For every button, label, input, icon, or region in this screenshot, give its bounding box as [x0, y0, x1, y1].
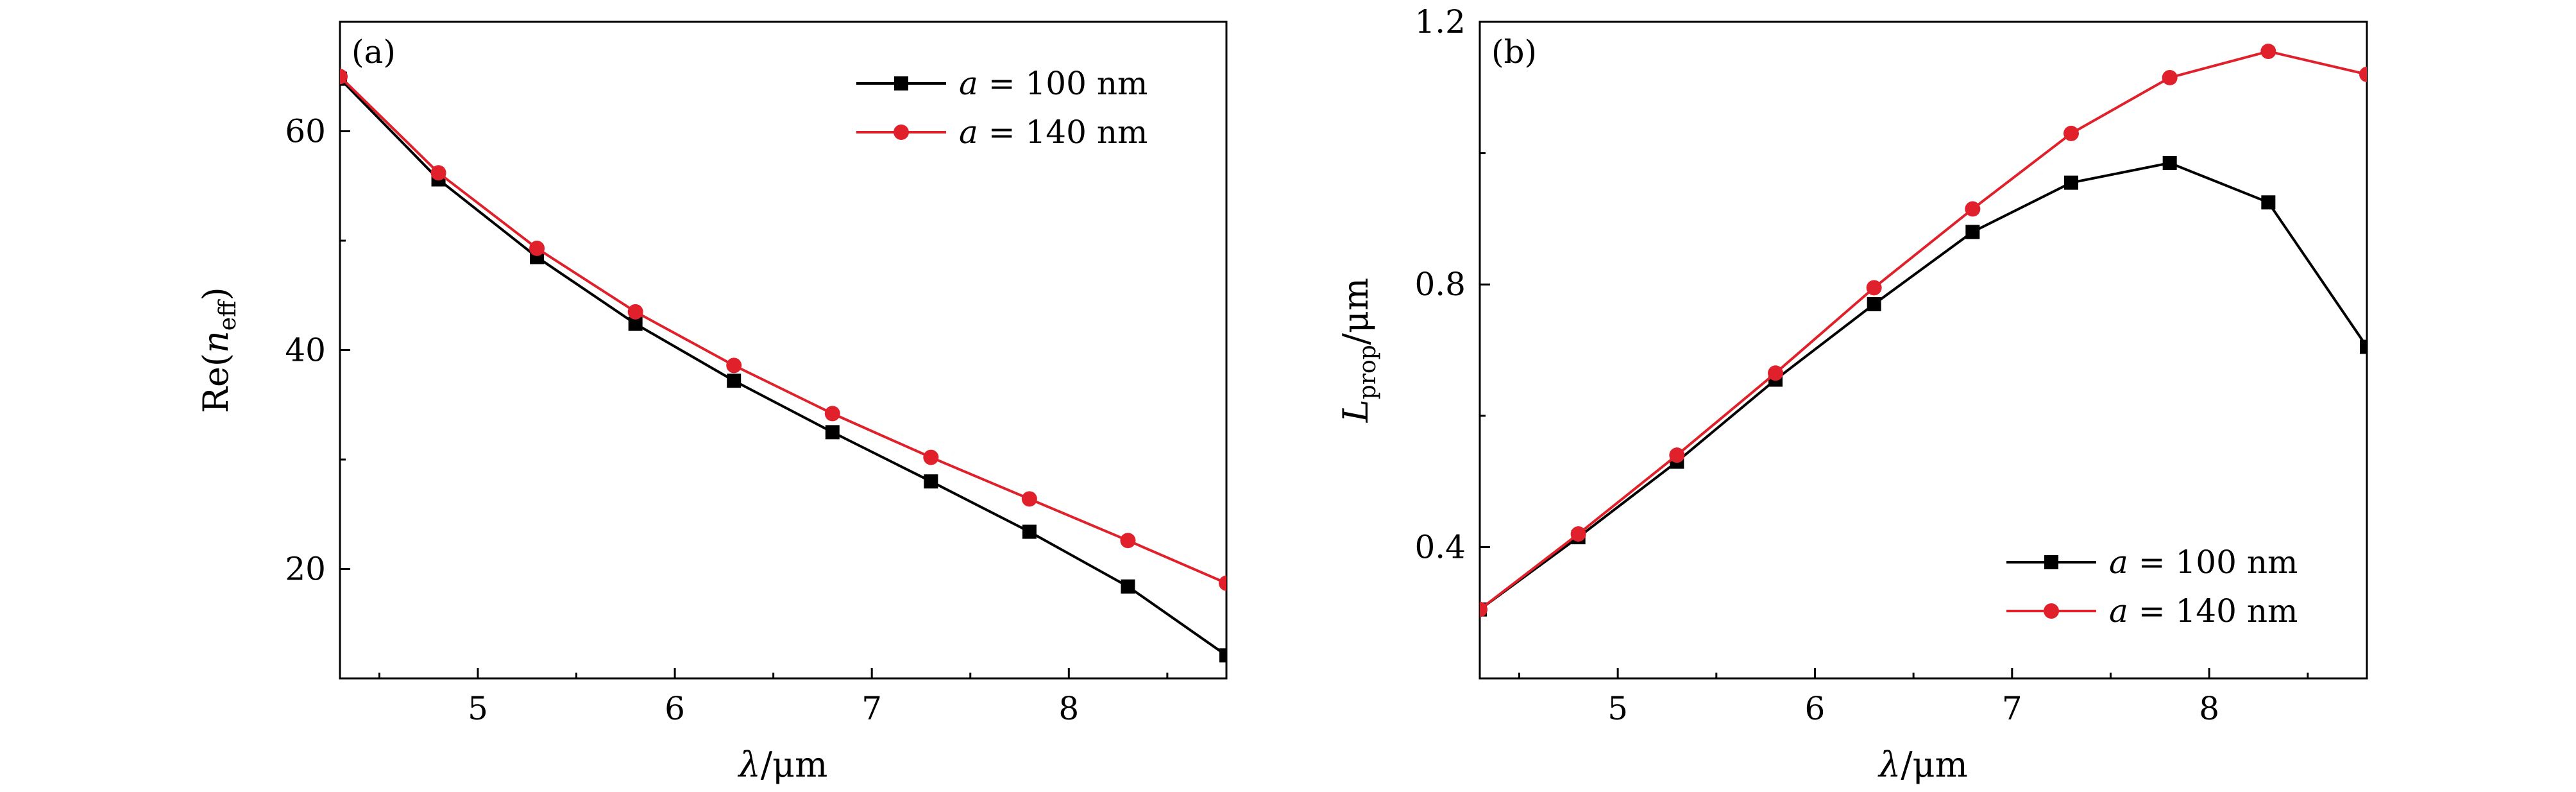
data-point-a100 [1121, 579, 1135, 594]
data-point-a140 [2260, 44, 2276, 60]
legend-label: a = 140 nm [959, 114, 1148, 151]
legend-variable: a [959, 65, 978, 102]
y-tick-label: 0.4 [1414, 528, 1466, 565]
x-axis-title: λ/μm [738, 745, 828, 785]
data-point-a140 [1965, 201, 1981, 217]
x-label-variable: λ [1877, 745, 1901, 785]
data-point-a140 [529, 240, 545, 256]
label-variable: n [196, 331, 236, 353]
series-line-a140 [1480, 49, 2367, 611]
data-point-a140 [1768, 365, 1783, 381]
x-tick-label: 8 [2199, 690, 2219, 727]
data-point-a100 [825, 425, 840, 440]
x-label-unit: /μm [761, 745, 828, 785]
data-point-a100 [1867, 297, 1881, 311]
data-point-a140 [2063, 125, 2079, 141]
series-layer [340, 69, 1226, 663]
y-tick-label: 60 [285, 113, 326, 150]
y-axis-title: Re(neff) [196, 287, 241, 413]
data-point-a140 [2162, 69, 2178, 85]
label-part: /μm [1335, 278, 1376, 345]
panel-label: (b) [1491, 33, 1537, 71]
legend-rest: = 100 nm [978, 65, 1148, 102]
data-point-a100 [628, 316, 643, 331]
data-point-a100 [1022, 524, 1037, 539]
data-point-a140 [2359, 66, 2367, 82]
legend-variable: a [2109, 544, 2128, 581]
legend-label: a = 100 nm [2109, 544, 2298, 581]
legend-label: a = 140 nm [2109, 592, 2298, 630]
x-tick-label: 5 [468, 690, 488, 727]
data-point-a100 [924, 474, 938, 489]
legend-label: a = 100 nm [959, 65, 1148, 102]
data-point-a100 [2360, 340, 2367, 354]
legend-marker [894, 125, 909, 140]
series-line-a140 [340, 75, 1226, 585]
label-part: ) [196, 287, 236, 300]
y-tick-label: 20 [285, 551, 326, 588]
data-point-a140 [340, 69, 348, 85]
data-point-a100 [1965, 225, 1980, 239]
data-point-a140 [1219, 575, 1226, 591]
x-tick-label: 5 [1607, 690, 1628, 727]
series-line-a100 [1480, 161, 2367, 611]
x-label-variable: λ [738, 745, 761, 785]
series-layer [1480, 44, 2367, 617]
legend-variable: a [959, 114, 978, 151]
panel-label: (a) [352, 33, 396, 71]
label-part: Re( [196, 353, 236, 413]
data-point-a140 [1866, 280, 1882, 296]
legend-rest: = 100 nm [2128, 544, 2298, 581]
x-tick-label: 6 [665, 690, 685, 727]
data-point-a100 [1219, 648, 1226, 663]
data-point-a100 [2261, 195, 2276, 210]
data-point-a100 [2064, 175, 2078, 190]
data-point-a100 [727, 374, 741, 388]
series-line-a100 [340, 78, 1226, 657]
data-point-a140 [923, 449, 939, 465]
data-point-a140 [1021, 491, 1037, 507]
x-tick-label: 7 [2002, 690, 2022, 727]
data-point-a140 [1480, 601, 1487, 617]
legend-marker [894, 76, 908, 90]
label-subscript: prop [1355, 345, 1381, 399]
data-point-a140 [824, 406, 840, 422]
data-point-a100 [2162, 155, 2177, 170]
y-axis-title: Lprop/μm [1335, 278, 1381, 423]
legend-rest: = 140 nm [2128, 592, 2298, 630]
x-tick-label: 7 [861, 690, 882, 727]
data-point-a140 [627, 304, 643, 320]
x-label-unit: /μm [1901, 745, 1968, 785]
legend-marker [2044, 603, 2059, 619]
y-tick-label: 40 [285, 332, 326, 369]
data-point-a140 [1669, 447, 1685, 463]
legend-rest: = 140 nm [978, 114, 1148, 151]
y-tick-label: 1.2 [1414, 3, 1466, 40]
data-point-a140 [1120, 533, 1136, 549]
label-subscript: eff [215, 299, 241, 331]
x-tick-label: 6 [1805, 690, 1826, 727]
data-point-a140 [430, 165, 446, 181]
legend-variable: a [2109, 592, 2128, 630]
label-variable: L [1335, 399, 1376, 423]
data-point-a140 [726, 357, 742, 374]
y-tick-label: 0.8 [1414, 266, 1466, 303]
data-point-a140 [1570, 526, 1586, 542]
x-tick-label: 8 [1058, 690, 1079, 727]
x-axis-title: λ/μm [1877, 745, 1968, 785]
legend-marker [2044, 555, 2058, 569]
